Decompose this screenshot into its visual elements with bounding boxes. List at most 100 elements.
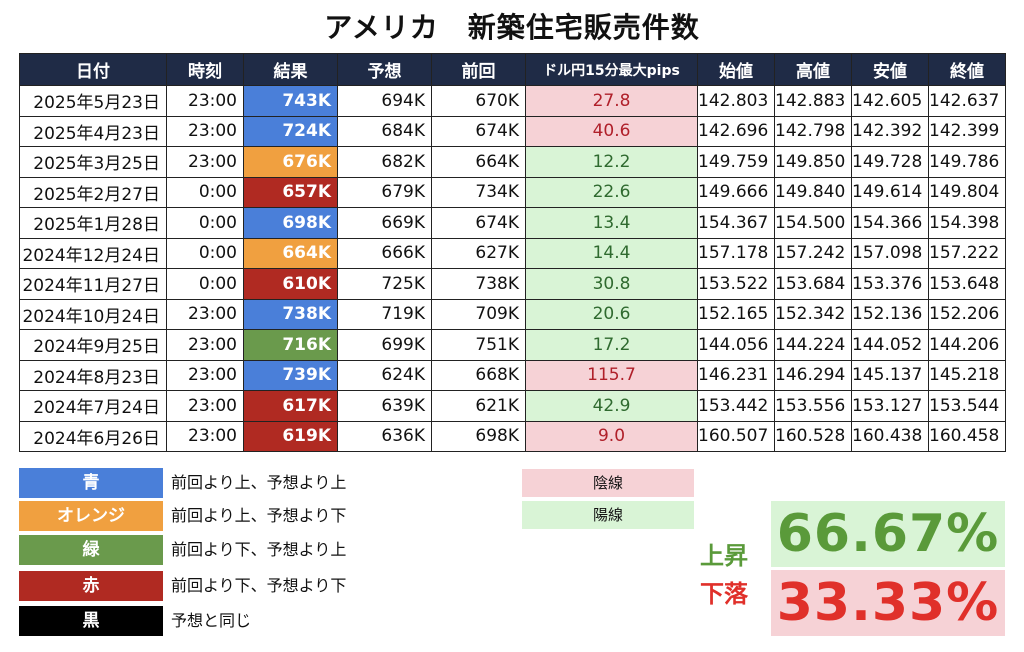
- forecast-cell: 684K: [337, 115, 432, 147]
- high-cell: 142.798: [774, 115, 852, 147]
- low-cell: 153.376: [851, 268, 929, 300]
- low-cell: 142.392: [851, 115, 929, 147]
- date-cell: 2024年10月24日: [19, 298, 167, 330]
- table-row: 2024年8月23日 23:00 739K 624K 668K 115.7 146.231 1…: [19, 359, 1006, 391]
- high-cell: 153.556: [774, 390, 852, 422]
- previous-cell: 709K: [431, 298, 526, 330]
- previous-cell: 668K: [431, 359, 526, 391]
- date-cell: 2024年9月25日: [19, 329, 167, 361]
- forecast-cell: 639K: [337, 390, 432, 422]
- previous-cell: 621K: [431, 390, 526, 422]
- forecast-cell: 679K: [337, 176, 432, 208]
- date-cell: 2024年6月26日: [19, 420, 167, 452]
- data-table: 日付 時刻 結果 予想 前回 ドル円15分最大pips 始値 高値 安値 終値 …: [19, 53, 1006, 452]
- time-cell: 23:00: [166, 146, 244, 178]
- table-row: 2025年3月25日 23:00 676K 682K 664K 12.2 149.759 14…: [19, 146, 1006, 178]
- forecast-cell: 669K: [337, 207, 432, 239]
- result-cell: 738K: [243, 298, 338, 330]
- time-cell: 23:00: [166, 359, 244, 391]
- low-cell: 149.728: [851, 146, 929, 178]
- previous-cell: 674K: [431, 207, 526, 239]
- date-cell: 2025年3月25日: [19, 146, 167, 178]
- legend-swatch-black: 黒: [19, 606, 163, 636]
- close-cell: 149.804: [928, 176, 1006, 208]
- forecast-cell: 694K: [337, 85, 432, 117]
- header-result: 結果: [243, 53, 338, 86]
- time-cell: 0:00: [166, 268, 244, 300]
- pips-cell: 42.9: [525, 390, 698, 422]
- close-cell: 157.222: [928, 237, 1006, 269]
- low-cell: 157.098: [851, 237, 929, 269]
- table-row: 2025年5月23日 23:00 743K 694K 670K 27.8 142.803 14…: [19, 85, 1006, 117]
- header-high: 高値: [774, 53, 852, 86]
- header-previous: 前回: [431, 53, 526, 86]
- table-row: 2024年10月24日 23:00 738K 719K 709K 20.6 152.165 1…: [19, 298, 1006, 330]
- result-cell: 743K: [243, 85, 338, 117]
- legend-desc: 予想と同じ: [171, 611, 252, 630]
- legend-swatch-orange: オレンジ: [19, 501, 163, 531]
- pips-cell: 30.8: [525, 268, 698, 300]
- result-cell: 739K: [243, 359, 338, 391]
- result-cell: 657K: [243, 176, 338, 208]
- close-cell: 145.218: [928, 359, 1006, 391]
- pips-cell: 17.2: [525, 329, 698, 361]
- time-cell: 23:00: [166, 329, 244, 361]
- date-cell: 2024年8月23日: [19, 359, 167, 391]
- previous-cell: 670K: [431, 85, 526, 117]
- open-cell: 142.803: [697, 85, 775, 117]
- high-cell: 144.224: [774, 329, 852, 361]
- forecast-cell: 666K: [337, 237, 432, 269]
- legend-item: 赤 前回より下、予想より下: [19, 571, 419, 603]
- previous-cell: 751K: [431, 329, 526, 361]
- close-cell: 142.399: [928, 115, 1006, 147]
- page-title: アメリカ 新築住宅販売件数: [324, 11, 700, 44]
- open-cell: 153.442: [697, 390, 775, 422]
- close-cell: 149.786: [928, 146, 1006, 178]
- legend-item: 黒 予想と同じ: [19, 606, 419, 638]
- low-cell: 154.366: [851, 207, 929, 239]
- close-cell: 152.206: [928, 298, 1006, 330]
- table-row: 2024年9月25日 23:00 716K 699K 751K 17.2 144.056 14…: [19, 329, 1006, 361]
- close-cell: 142.637: [928, 85, 1006, 117]
- close-cell: 144.206: [928, 329, 1006, 361]
- table-row: 2025年1月28日 0:00 698K 669K 674K 13.4 154.367 154…: [19, 207, 1006, 239]
- pips-cell: 9.0: [525, 420, 698, 452]
- open-cell: 157.178: [697, 237, 775, 269]
- open-cell: 153.522: [697, 268, 775, 300]
- low-cell: 145.137: [851, 359, 929, 391]
- legend-desc: 前回より上、予想より上: [171, 473, 347, 492]
- pips-cell: 115.7: [525, 359, 698, 391]
- previous-cell: 738K: [431, 268, 526, 300]
- legend-item: 青 前回より上、予想より上: [19, 468, 419, 500]
- table-header-row: 日付 時刻 結果 予想 前回 ドル円15分最大pips 始値 高値 安値 終値: [19, 53, 1006, 86]
- date-cell: 2024年12月24日: [19, 237, 167, 269]
- time-cell: 23:00: [166, 420, 244, 452]
- legend-desc: 前回より下、予想より上: [171, 540, 347, 559]
- date-cell: 2025年4月23日: [19, 115, 167, 147]
- result-cell: 619K: [243, 420, 338, 452]
- pips-cell: 40.6: [525, 115, 698, 147]
- open-cell: 142.696: [697, 115, 775, 147]
- high-cell: 152.342: [774, 298, 852, 330]
- legend-swatch-blue: 青: [19, 468, 163, 498]
- result-cell: 617K: [243, 390, 338, 422]
- low-cell: 153.127: [851, 390, 929, 422]
- high-cell: 160.528: [774, 420, 852, 452]
- result-cell: 676K: [243, 146, 338, 178]
- time-cell: 0:00: [166, 237, 244, 269]
- legend-desc: 前回より上、予想より下: [171, 506, 347, 525]
- pips-cell: 13.4: [525, 207, 698, 239]
- pips-cell: 12.2: [525, 146, 698, 178]
- previous-cell: 674K: [431, 115, 526, 147]
- legend-desc: 前回より下、予想より下: [171, 576, 347, 595]
- open-cell: 146.231: [697, 359, 775, 391]
- forecast-cell: 682K: [337, 146, 432, 178]
- time-cell: 0:00: [166, 207, 244, 239]
- forecast-cell: 725K: [337, 268, 432, 300]
- candle-legend-up: 陽線: [522, 501, 694, 529]
- close-cell: 153.544: [928, 390, 1006, 422]
- table-row: 2025年2月27日 0:00 657K 679K 734K 22.6 149.666 149…: [19, 176, 1006, 208]
- low-cell: 144.052: [851, 329, 929, 361]
- table-row: 2024年11月27日 0:00 610K 725K 738K 30.8 153.522 15…: [19, 268, 1006, 300]
- candle-legend-down: 陰線: [522, 469, 694, 497]
